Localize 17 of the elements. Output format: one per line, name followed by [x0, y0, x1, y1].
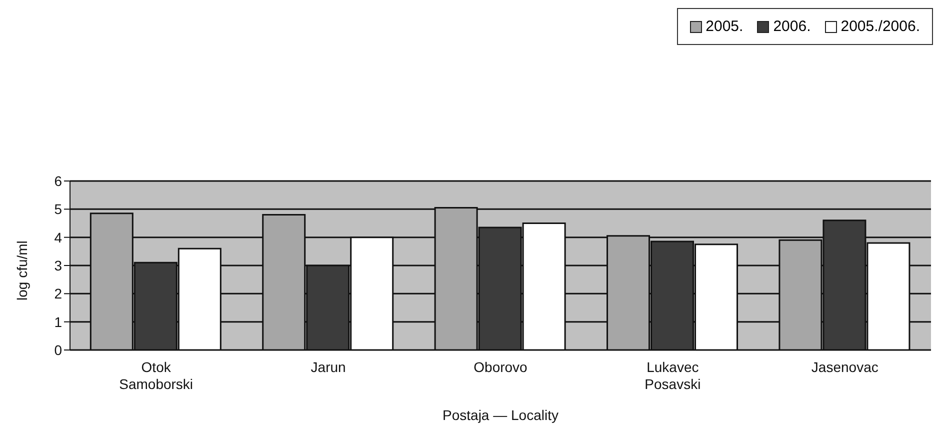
y-axis-title: log cfu/ml	[14, 240, 30, 300]
x-tick-label: Lukavec Posavski	[644, 359, 701, 392]
x-tick-label: Jasenovac	[811, 359, 878, 375]
x-axis-title: Postaja — Locality	[442, 407, 558, 423]
x-tick-label: Jarun	[310, 359, 346, 375]
y-tick-label: 3	[54, 257, 62, 274]
x-tick-label: Oborovo	[474, 359, 528, 375]
y-tick-label: 4	[54, 229, 62, 246]
legend-label: 2006.	[772, 18, 811, 35]
y-tick-label: 6	[54, 172, 62, 189]
y-tick-label: 0	[54, 342, 62, 358]
y-tick-label: 5	[54, 201, 62, 218]
legend-label: 2005.	[704, 18, 744, 35]
y-tick-label: 2	[54, 286, 62, 302]
y-tick-label: 1	[54, 314, 62, 330]
x-tick-label: Otok Samoborski	[119, 359, 194, 392]
legend-label: 2005./2006.	[840, 18, 920, 35]
